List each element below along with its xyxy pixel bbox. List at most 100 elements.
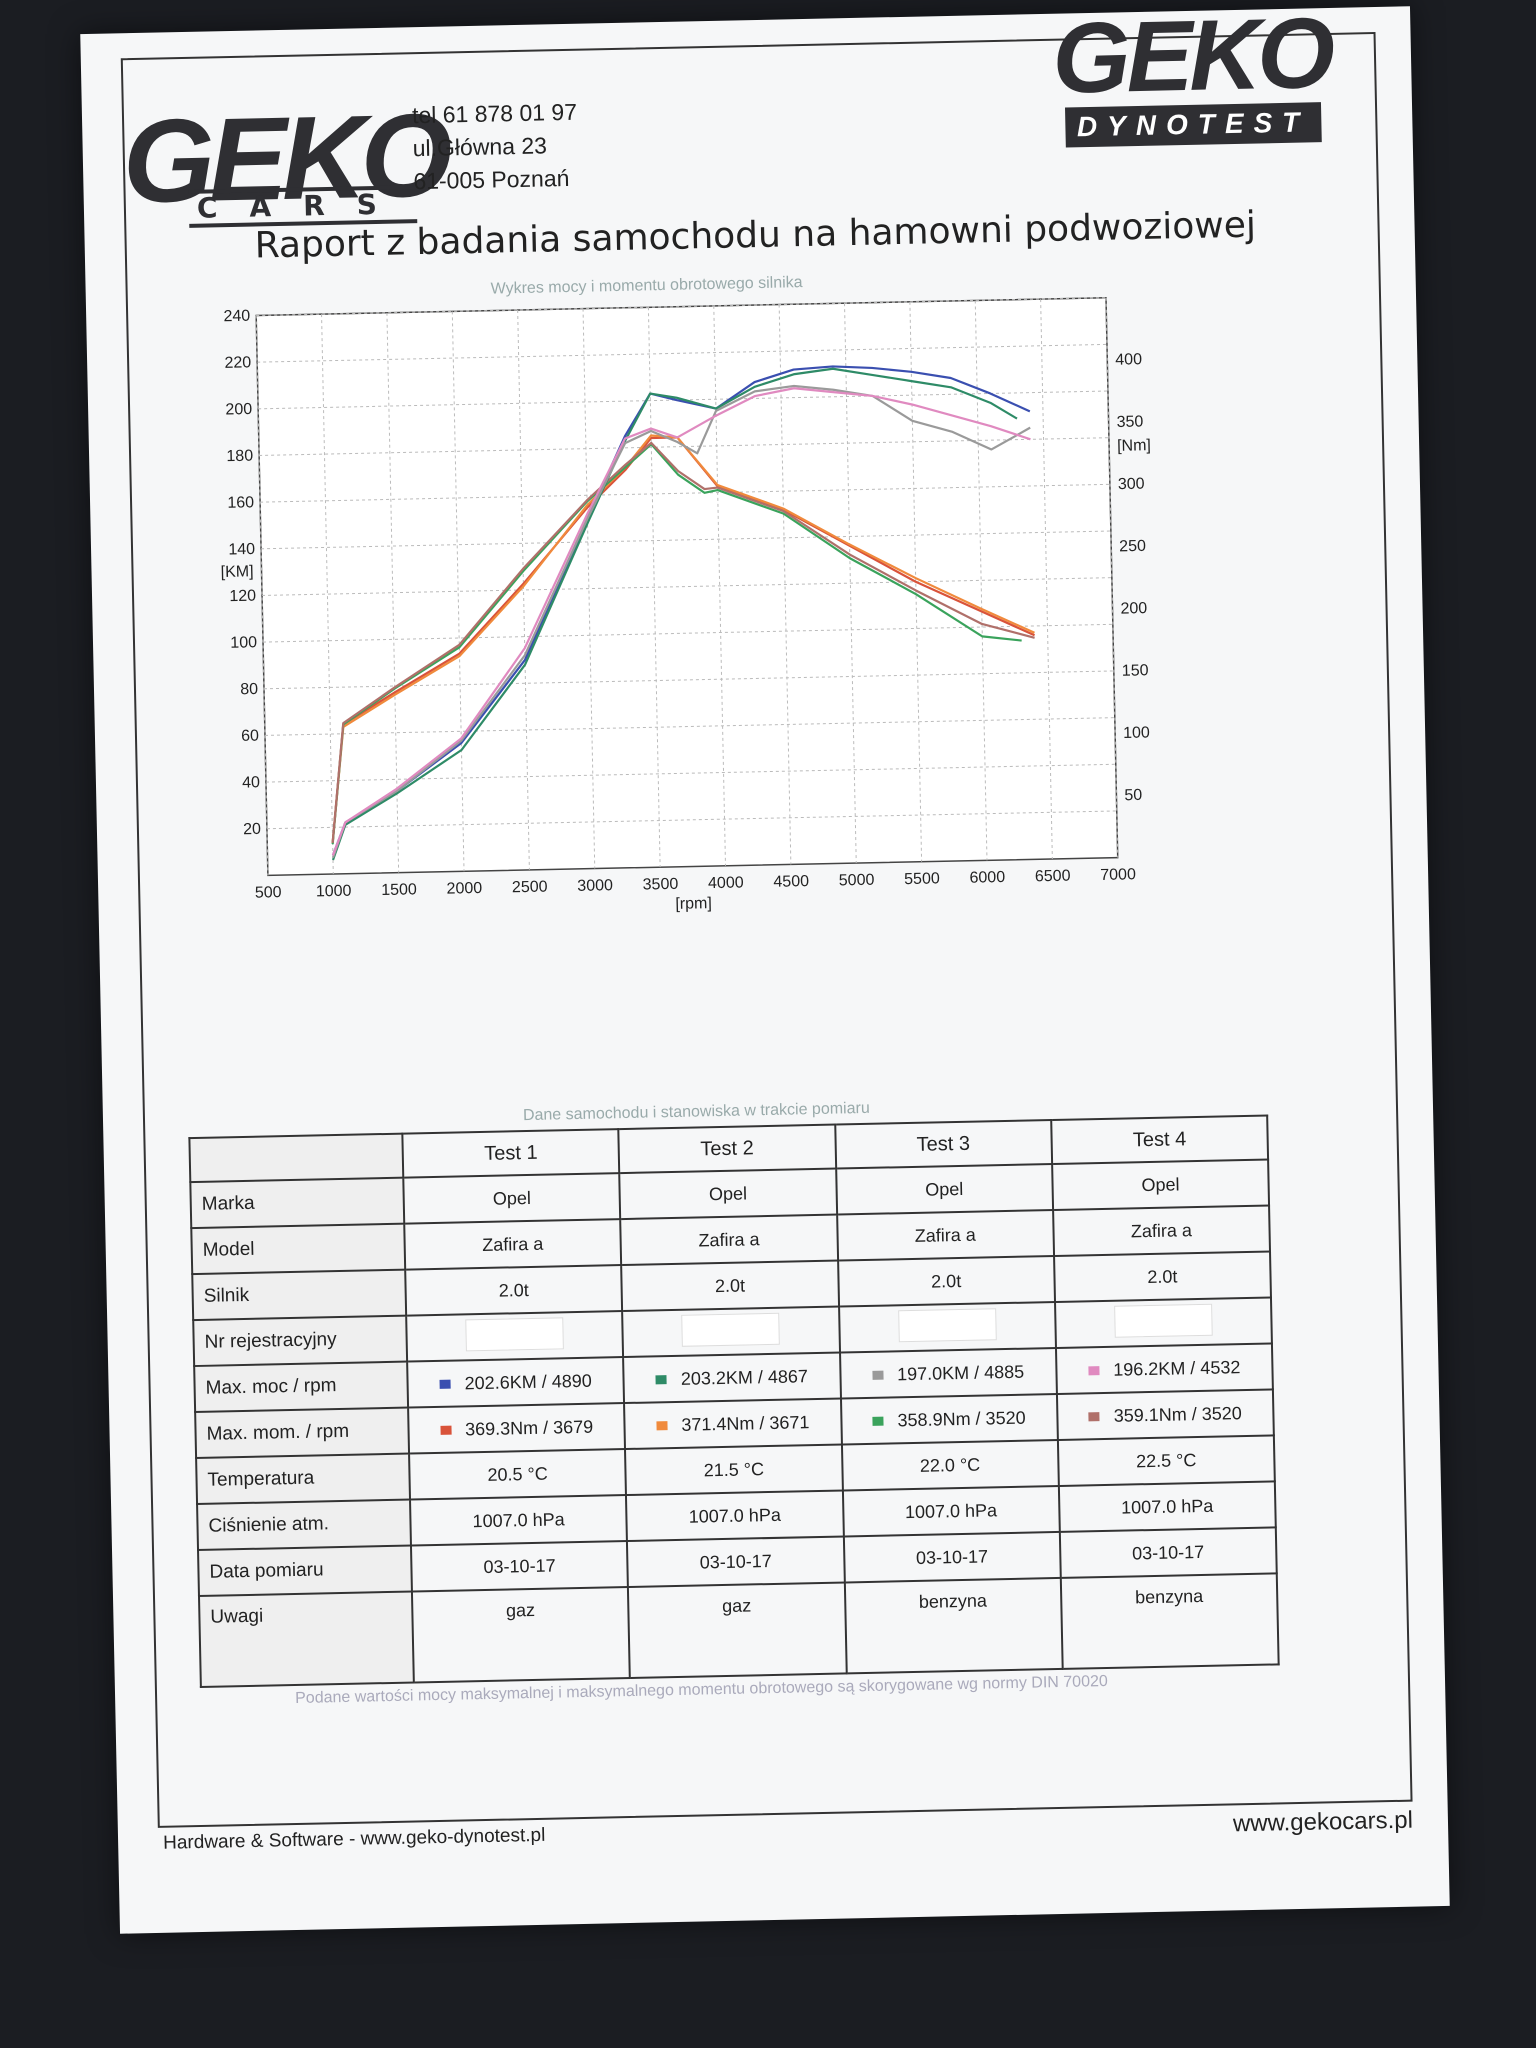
cell-temp-4: 22.5 °C xyxy=(1057,1435,1275,1486)
legend-swatch xyxy=(440,1425,452,1436)
legend-swatch xyxy=(439,1379,451,1390)
power-series-line-1 xyxy=(331,365,1031,856)
cell-value: 202.6KM / 4890 xyxy=(464,1370,592,1393)
cell-data-3: 03-10-17 xyxy=(843,1531,1061,1583)
row-label: Temperatura xyxy=(196,1453,411,1505)
cell-value: 196.2KM / 4532 xyxy=(1113,1356,1241,1380)
legend-swatch xyxy=(1088,1366,1100,1376)
y-right-tick-label: 400 xyxy=(1115,351,1142,369)
y-left-tick-label: 40 xyxy=(242,774,260,791)
cell-mom-2: 371.4Nm / 3671 xyxy=(624,1398,842,1450)
footer-website: www.gekocars.pl xyxy=(1232,1806,1414,1838)
y-left-tick-label: 140 xyxy=(228,541,255,559)
x-tick-label: 500 xyxy=(255,884,282,902)
cell-nr-3 xyxy=(838,1302,1056,1353)
row-label: Data pomiaru xyxy=(198,1545,412,1596)
cell-uwagi-1: gaz xyxy=(411,1587,631,1683)
cell-value: 369.3Nm / 3679 xyxy=(464,1416,594,1439)
cell-cis-3: 1007.0 hPa xyxy=(842,1485,1060,1537)
cell-model-3: Zafira a xyxy=(836,1210,1054,1261)
redacted-plate xyxy=(681,1312,781,1347)
plot-area xyxy=(255,296,1119,877)
report-sheet: GEKO CARS tel 61 878 01 97 ul.Główna 23 … xyxy=(80,0,1450,1934)
grid-line-y xyxy=(256,297,1107,317)
y-right-tick-label: 100 xyxy=(1123,724,1150,742)
cell-value: 359.1Nm / 3520 xyxy=(1113,1402,1243,1426)
geko-dynotest-logo: GEKO DYNOTEST xyxy=(1051,0,1333,148)
cell-silnik-2: 2.0t xyxy=(621,1260,839,1312)
cell-silnik-1: 2.0t xyxy=(405,1265,623,1316)
grid-line-y xyxy=(266,810,1117,830)
x-tick-label: 2000 xyxy=(446,880,482,898)
y-left-tick-label: 100 xyxy=(230,634,257,652)
legend-swatch xyxy=(656,1421,668,1431)
y-left-tick-label: 180 xyxy=(226,448,253,466)
x-tick-label: 2500 xyxy=(512,879,548,897)
footer-software: Hardware & Software - www.geko-dynotest.… xyxy=(162,1824,546,1854)
cell-cis-1: 1007.0 hPa xyxy=(410,1495,628,1546)
y-left-tick-label: 240 xyxy=(223,308,250,326)
y-left-tick-label: 120 xyxy=(229,588,256,606)
grid-line-y xyxy=(257,343,1107,363)
header-test-3: Test 3 xyxy=(834,1120,1052,1169)
torque-series-line-2 xyxy=(331,434,1035,844)
cell-model-4: Zafira a xyxy=(1052,1205,1271,1257)
grid-line-y xyxy=(263,670,1114,690)
grid-line-y xyxy=(264,717,1115,736)
grid-line-y xyxy=(259,437,1109,456)
cell-cis-2: 1007.0 hPa xyxy=(626,1490,844,1542)
y-left-tick-label: 20 xyxy=(243,821,261,838)
row-label: Uwagi xyxy=(198,1591,414,1687)
row-label: Nr rejestracyjny xyxy=(193,1315,408,1367)
x-tick-label: 5500 xyxy=(904,870,940,888)
y-right-tick-label: 200 xyxy=(1120,600,1147,618)
dyno-chart: 500 1000 1500 2000 2500 3000 3500 4000 4500 5000 5… xyxy=(220,296,1151,913)
cell-temp-2: 21.5 °C xyxy=(625,1444,843,1496)
y-left-tick-label: 160 xyxy=(227,494,254,512)
cell-uwagi-3: benzyna xyxy=(844,1577,1063,1674)
cell-moc-2: 203.2KM / 4867 xyxy=(623,1352,841,1404)
cell-silnik-4: 2.0t xyxy=(1053,1251,1271,1303)
y-right-tick-label: 250 xyxy=(1119,538,1146,556)
contact-phone: tel 61 878 01 97 xyxy=(411,98,578,129)
contact-city: 61-005 Poznań xyxy=(413,164,570,195)
x-tick-label: 3500 xyxy=(643,876,679,894)
header-test-1: Test 1 xyxy=(402,1129,620,1178)
cell-temp-3: 22.0 °C xyxy=(841,1439,1059,1491)
cell-nr-4 xyxy=(1054,1297,1272,1348)
redacted-plate xyxy=(897,1307,997,1342)
cell-mom-1: 369.3Nm / 3679 xyxy=(408,1403,626,1454)
cell-nr-1 xyxy=(406,1311,624,1362)
cell-mom-3: 358.9Nm / 3520 xyxy=(840,1393,1058,1445)
legend-swatch xyxy=(872,1416,884,1427)
y-right-tick-label: 150 xyxy=(1122,662,1149,680)
redacted-plate xyxy=(465,1316,565,1351)
geko-dynotest-logo-sub: DYNOTEST xyxy=(1064,102,1322,148)
row-label: Max. mom. / rpm xyxy=(195,1407,410,1459)
torque-series-line-3 xyxy=(331,443,1022,845)
x-tick-label: 3000 xyxy=(577,877,613,895)
cell-mom-4: 359.1Nm / 3520 xyxy=(1056,1389,1274,1440)
geko-cars-logo-sub: CARS xyxy=(188,185,418,228)
cell-moc-4: 196.2KM / 4532 xyxy=(1055,1343,1273,1394)
y-left-tick-label: 200 xyxy=(225,401,252,419)
header-test-4: Test 4 xyxy=(1050,1115,1269,1165)
x-tick-label: 1000 xyxy=(316,883,352,901)
cell-model-2: Zafira a xyxy=(620,1214,838,1266)
row-label: Silnik xyxy=(192,1269,407,1321)
y-left-tick-label: 80 xyxy=(240,681,258,698)
cell-data-4: 03-10-17 xyxy=(1059,1527,1277,1578)
x-tick-label: 7000 xyxy=(1100,866,1136,884)
cell-uwagi-4: benzyna xyxy=(1060,1573,1279,1669)
legend-swatch xyxy=(872,1370,884,1381)
cell-data-1: 03-10-17 xyxy=(410,1541,629,1592)
redacted-plate xyxy=(1113,1303,1213,1338)
grid-line-y xyxy=(260,483,1110,503)
x-tick-label: 5000 xyxy=(839,872,875,890)
x-axis-label: [rpm] xyxy=(675,895,712,913)
contact-street: ul.Główna 23 xyxy=(412,132,548,162)
measurement-table: Test 1 Test 2 Test 3 Test 4 Marka Opel O… xyxy=(188,1114,1279,1687)
x-tick-label: 6000 xyxy=(969,869,1005,887)
grid-line-y xyxy=(261,530,1111,550)
cell-moc-3: 197.0KM / 4885 xyxy=(839,1347,1057,1399)
